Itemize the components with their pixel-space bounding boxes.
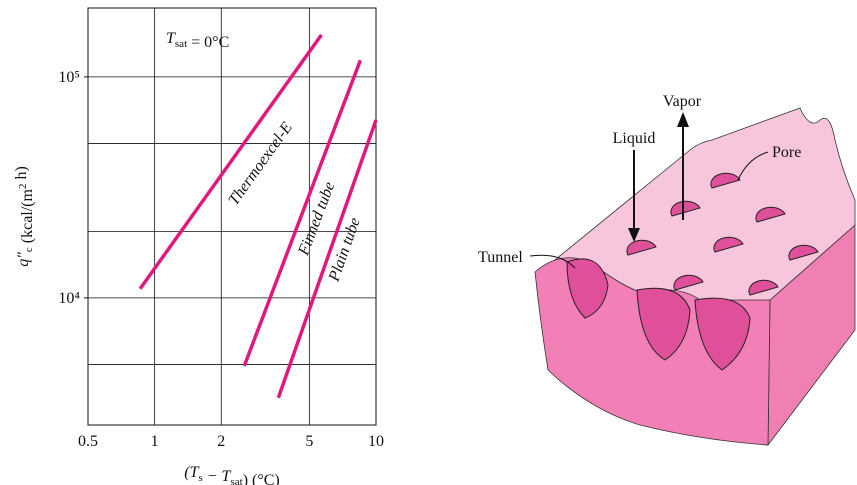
figure: Vapor Liquid Pore Tunnel 0.5 1 2 5 10 10⁴ 10⁵ T… [0,0,857,485]
text-part: (T [184,464,199,481]
y-tick-label: 10⁴ [58,290,80,307]
data-line [140,35,321,289]
y-tick-label: 10⁵ [58,69,80,86]
text-part: = 0°C [187,34,229,51]
x-tick-label: 5 [305,433,313,450]
text-part: − T [203,468,232,485]
vapor-label: Vapor [663,93,702,110]
data-line [278,120,376,398]
tunnel-diagram: Vapor Liquid Pore Tunnel [478,93,855,445]
annotation: Tsat = 0°C [166,30,229,51]
x-tick-label: 2 [217,433,225,450]
arrow-head [677,112,689,127]
text-part: h) [13,166,30,183]
x-axis-label: (Ts − Tsat) (°C) [184,464,280,485]
text-part: q″ [15,252,32,267]
pore-label: Pore [772,144,801,161]
liquid-label: Liquid [613,130,656,147]
x-tick-label: 1 [151,433,159,450]
x-tick-label: 10 [368,433,384,450]
text-part: (kcal/(m [19,188,36,247]
x-tick-label: 0.5 [78,433,98,450]
text-part: sat [230,476,242,485]
plot-frame [88,8,376,425]
text-part: sat [175,38,187,50]
series-label: Thermoexcel-E [225,119,296,209]
tunnel-label: Tunnel [478,249,523,266]
text-part: ) (°C) [243,472,280,485]
y-axis-label: q″c (kcal/(m2 h) [13,166,36,267]
